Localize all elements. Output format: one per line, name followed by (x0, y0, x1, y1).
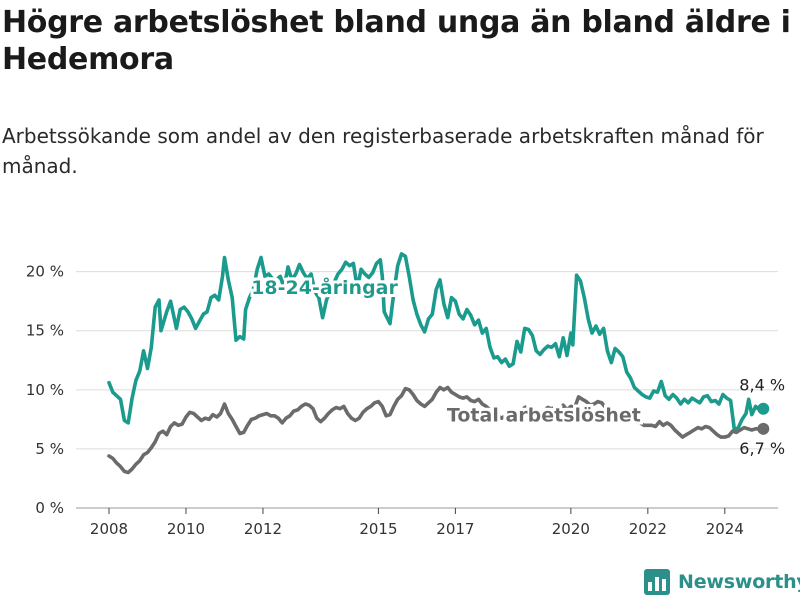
series-line-youth (107, 252, 766, 432)
end-value-label-total: 6,7 % (739, 439, 785, 458)
grid-lines (76, 271, 778, 509)
x-tick-label: 2020 (552, 520, 590, 538)
axes: 0 % 5 % 10 % 15 % 20 % 2008 2010 2012 2015 2017 20… (26, 263, 744, 538)
bar-chart-logo-icon (644, 569, 670, 595)
y-tick-label: 10 % (26, 381, 64, 399)
y-tick-label: 5 % (35, 440, 64, 458)
y-tick-label: 20 % (26, 263, 64, 281)
x-tick-label: 2008 (90, 520, 128, 538)
chart-subtitle: Arbetssökande som andel av den registerb… (2, 124, 764, 178)
end-value-label-youth: 8,4 % (739, 376, 785, 395)
x-tick-label: 2015 (359, 520, 397, 538)
series-labels: 18-24-åringar Total arbetslöshet 8,4 % 6,7 … (251, 275, 785, 458)
series-label-youth: 18-24-åringar (251, 275, 398, 299)
x-tick-label: 2010 (167, 520, 205, 538)
brand-logo: Newsworthy (644, 568, 800, 596)
x-tick-label: 2022 (629, 520, 667, 538)
endpoint-marker-total (757, 422, 770, 435)
x-tick-label: 2024 (706, 520, 744, 538)
x-tick-label: 2017 (436, 520, 474, 538)
x-tick-label: 2012 (244, 520, 282, 538)
series-lines (107, 252, 770, 475)
series-line-total (107, 385, 766, 475)
y-tick-label: 0 % (35, 499, 64, 517)
endpoint-marker-youth (757, 402, 770, 415)
series-label-total: Total arbetslöshet (447, 405, 641, 427)
brand-name: Newsworthy (678, 571, 800, 593)
chart-title: Högre arbetslöshet bland unga än bland ä… (2, 5, 791, 77)
y-tick-label: 15 % (26, 322, 64, 340)
